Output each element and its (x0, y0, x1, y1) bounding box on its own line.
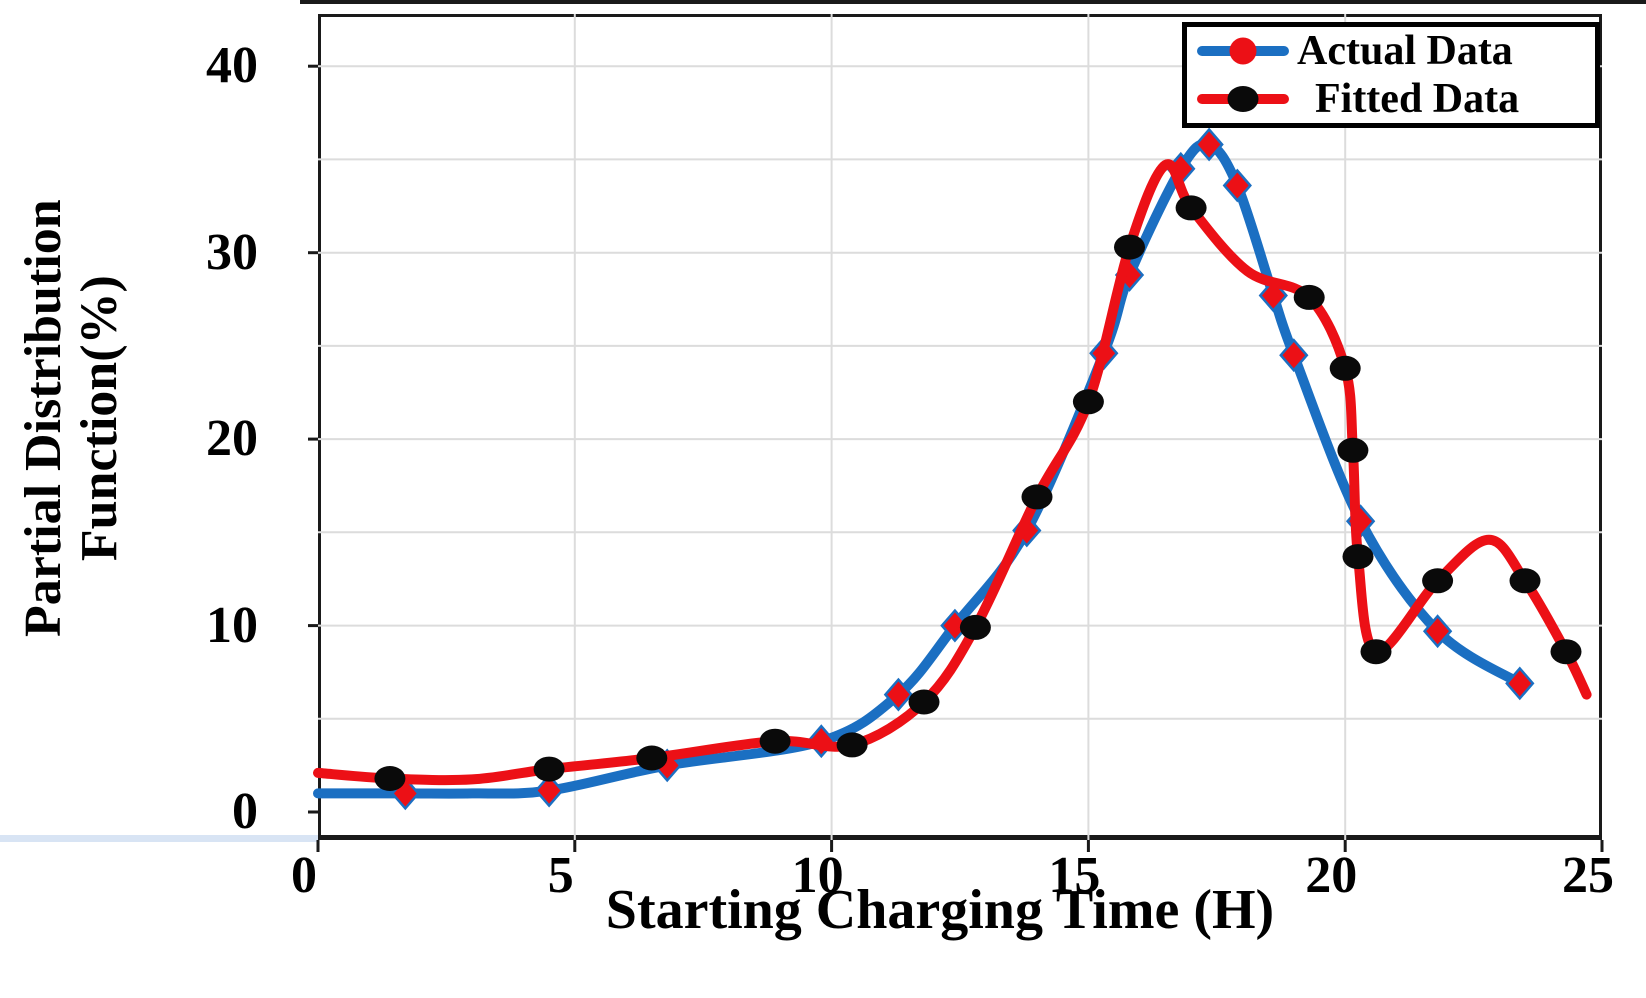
circle-marker (836, 732, 868, 758)
legend-label-actual: Actual Data (1297, 28, 1513, 74)
circle-marker (1114, 234, 1145, 260)
gridlines (318, 14, 1602, 840)
circle-marker (374, 766, 406, 791)
diamond-marker (1222, 168, 1252, 203)
plot-area (318, 14, 1602, 840)
legend-swatch-actual (1197, 35, 1289, 67)
legend-marker-circle-fitted (1227, 86, 1259, 112)
circle-marker (533, 756, 565, 782)
top-border-line (300, 0, 1646, 4)
diamond-marker (1422, 614, 1453, 649)
circle-marker (1072, 389, 1104, 415)
circle-marker (1293, 284, 1325, 310)
circle-marker (908, 689, 940, 715)
series-markers-fitted (374, 195, 1582, 791)
x-axis-title: Starting Charging Time (H) (605, 879, 1275, 941)
circle-marker (1337, 437, 1369, 463)
circle-marker (1360, 639, 1392, 665)
circle-marker (636, 745, 668, 771)
legend-swatch-fitted (1197, 83, 1289, 115)
y-axis-title-line1: Partial Distribution (14, 199, 72, 637)
circle-marker (759, 728, 791, 754)
diamond-marker (1279, 338, 1309, 373)
circle-marker (1329, 355, 1361, 381)
y-axis-title-line2: Function(%) (71, 275, 128, 562)
diamond-marker (883, 677, 914, 712)
legend-label-fitted: Fitted Data (1315, 76, 1520, 122)
left-margin-stripe (0, 835, 318, 842)
circle-marker (1175, 195, 1207, 221)
diamond-marker (534, 773, 564, 808)
circle-marker (1509, 568, 1541, 594)
circle-marker (1550, 639, 1582, 665)
legend-marker-circle-actual (1229, 37, 1257, 65)
circle-marker (1021, 484, 1053, 510)
series-line-fitted (313, 159, 1592, 786)
legend: Actual Data Fitted Data (1182, 22, 1600, 128)
diamond-marker (1505, 666, 1535, 701)
circle-marker (1342, 544, 1374, 570)
diamond-marker (1194, 127, 1224, 162)
y-axis-title: Partial Distribution Function(%) (14, 68, 128, 768)
circle-marker (1422, 568, 1454, 594)
legend-item-fitted-data: Fitted Data (1187, 75, 1595, 123)
series-markers-actual (390, 127, 1535, 811)
legend-item-actual-data: Actual Data (1187, 27, 1595, 75)
axis-tick-marks (308, 64, 1604, 852)
circle-marker (959, 614, 991, 640)
